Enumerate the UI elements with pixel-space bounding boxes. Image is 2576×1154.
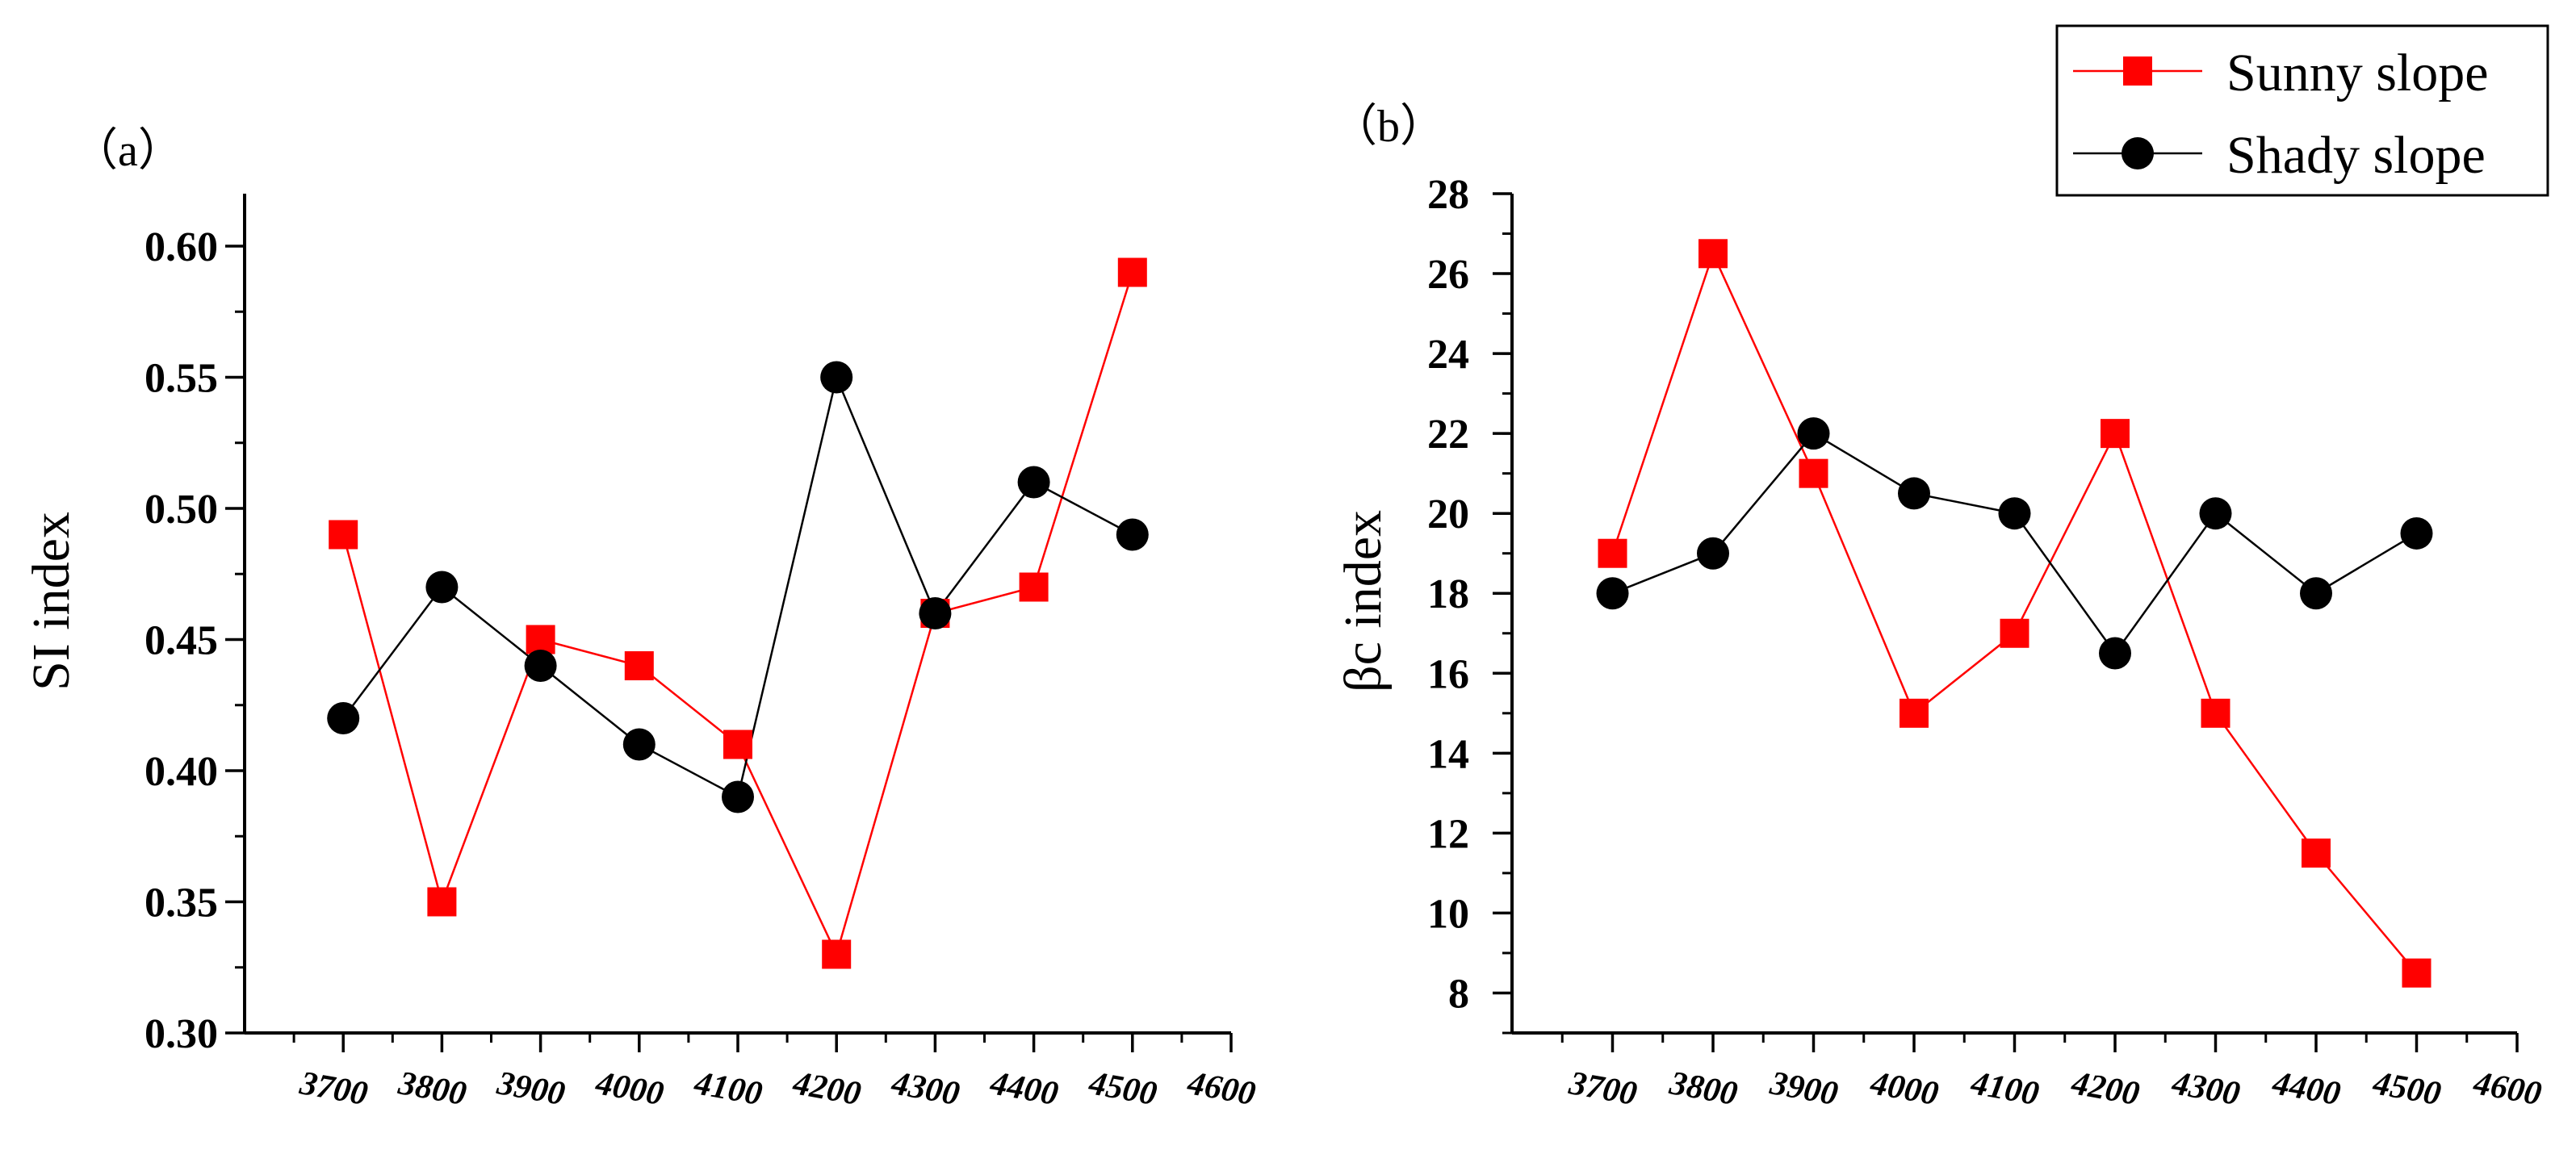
panel-a-sunny-slope-point [624,651,654,680]
panel-b-sunny-slope-point [2201,698,2230,728]
panel-a-x-tick-label: 4200 [790,1064,864,1113]
panel-b-x-tick-label: 4100 [1967,1064,2042,1113]
legend-shady-marker [2122,137,2154,169]
panel-b-x-tick-label: 3700 [1565,1064,1640,1113]
panel-a-sunny-slope-point [723,730,752,759]
panel-b-y-tick-label: 28 [1427,172,1469,218]
panel-b-shady-slope-point [1596,577,1629,610]
panel-a-ylabel: SI index [22,512,81,691]
panel-b-sunny-slope-point [1598,538,1627,568]
panel-b-sunny-slope-point [2302,838,2331,868]
panel-b-sunny-slope-point [1799,458,1828,488]
panel-a-sunny-slope-point [1117,257,1147,287]
panel-b: （b） βc index 8 10 12 14 16 18 20 22 24 26 28 3700 38… [1332,102,2545,1113]
panel-b-y-tick-label: 10 [1427,891,1469,937]
panel-b-x-tick-label: 3900 [1766,1064,1841,1113]
panel-a-shady-slope-point [425,571,459,604]
panel-b-x-tick-label: 4000 [1867,1064,1941,1113]
panel-b-y-tick-label: 18 [1427,571,1469,617]
panel-a-shady-slope-point [1017,466,1050,499]
panel-a: （a） SI index 0.30 0.35 0.40 0.45 0.50 0.55 0.6… [22,126,1259,1113]
panel-b-shady-slope-point [2199,497,2232,530]
panel-a-shady-slope-point [820,361,853,394]
panel-a-sunny-slope-point [329,520,358,550]
panel-b-sunny-slope-point [2101,419,2130,449]
panel-a-shady-slope-point [622,728,656,761]
legend-sunny-marker [2123,56,2152,86]
legend-sunny-label: Sunny slope [2226,44,2489,102]
panel-b-label: （b） [1332,102,1445,152]
panel-b-y-tick-label: 26 [1427,252,1469,298]
panel-b-x-tick-label: 3800 [1666,1064,1740,1113]
panel-b-x-tick-label: 4400 [2269,1064,2344,1113]
panel-a-shady-slope-point [919,597,952,629]
panel-a-y-tick-label: 0.30 [145,1011,218,1057]
panel-a-sunny-slope-line [341,272,1133,958]
panel-b-sunny-slope-point [2402,958,2431,988]
panel-a-y-tick-label: 0.40 [145,749,218,795]
panel-a-x-tick-label: 4000 [593,1064,667,1113]
panel-a-sunny-slope-point [1019,572,1049,602]
panel-b-shady-slope-point [1797,417,1830,450]
panel-a-y-tick-label: 0.55 [145,356,218,402]
panel-a-x-tick-label: 4300 [888,1064,962,1113]
panel-a-x-tick-label: 3900 [494,1064,568,1113]
panel-b-x-tick-label: 4600 [2470,1064,2545,1113]
panel-b-y-tick-label: 16 [1427,651,1469,697]
panel-a-x-tick-label: 3800 [395,1064,469,1113]
panel-a-label: （a） [73,126,183,176]
panel-b-y-tick-label: 12 [1427,811,1469,857]
panel-b-shady-slope-point [2099,637,2131,670]
legend: Sunny slope Shady slope [2055,24,2549,197]
panel-b-shady-slope-point [2300,577,2332,610]
panel-b-sunny-slope-line [1611,250,2418,974]
panel-b-shady-slope-point [1998,497,2031,530]
panel-b-shady-slope-point [2400,516,2433,550]
panel-a-y-tick-label: 0.45 [145,618,218,664]
panel-b-sunny-slope-point [1698,239,1728,269]
panel-a-shady-slope-point [327,702,360,734]
panel-b-x-tick-label: 4300 [2168,1064,2243,1113]
legend-shady-label: Shady slope [2226,126,2486,185]
panel-b-shady-slope-point [1898,477,1930,510]
panel-a-x-tick-label: 3700 [296,1064,371,1113]
panel-b-sunny-slope-point [1900,698,1929,728]
panel-a-y-tick-label: 0.60 [145,224,218,270]
panel-b-x-tick-label: 4200 [2068,1064,2142,1113]
panel-b-sunny-slope-point [2000,618,2029,648]
panel-b-y-tick-label: 8 [1448,971,1469,1017]
panel-a-x-tick-label: 4100 [691,1064,765,1113]
panel-a-x-tick-label: 4500 [1086,1064,1160,1113]
panel-a-shady-slope-point [1116,518,1149,551]
panel-a-x-tick-label: 4400 [987,1064,1062,1113]
panel-a-sunny-slope-point [822,939,852,969]
panel-a-y-tick-label: 0.50 [145,487,218,533]
panel-b-shady-slope-point [1697,537,1729,570]
panel-a-sunny-slope-point [526,625,555,654]
panel-b-y-tick-label: 20 [1427,491,1469,537]
panel-a-x-tick-label: 4600 [1184,1064,1259,1113]
panel-b-y-tick-label: 22 [1427,412,1469,458]
panel-b-ylabel: βc index [1334,510,1393,692]
panel-a-y-tick-label: 0.35 [145,880,218,926]
panel-a-shady-slope-point [722,780,754,813]
panel-a-sunny-slope-point [427,887,457,917]
panel-b-x-tick-label: 4500 [2369,1064,2444,1113]
panel-a-shady-slope-point [524,650,557,682]
panel-b-y-tick-label: 14 [1427,731,1469,777]
panel-b-y-tick-label: 24 [1427,332,1469,378]
